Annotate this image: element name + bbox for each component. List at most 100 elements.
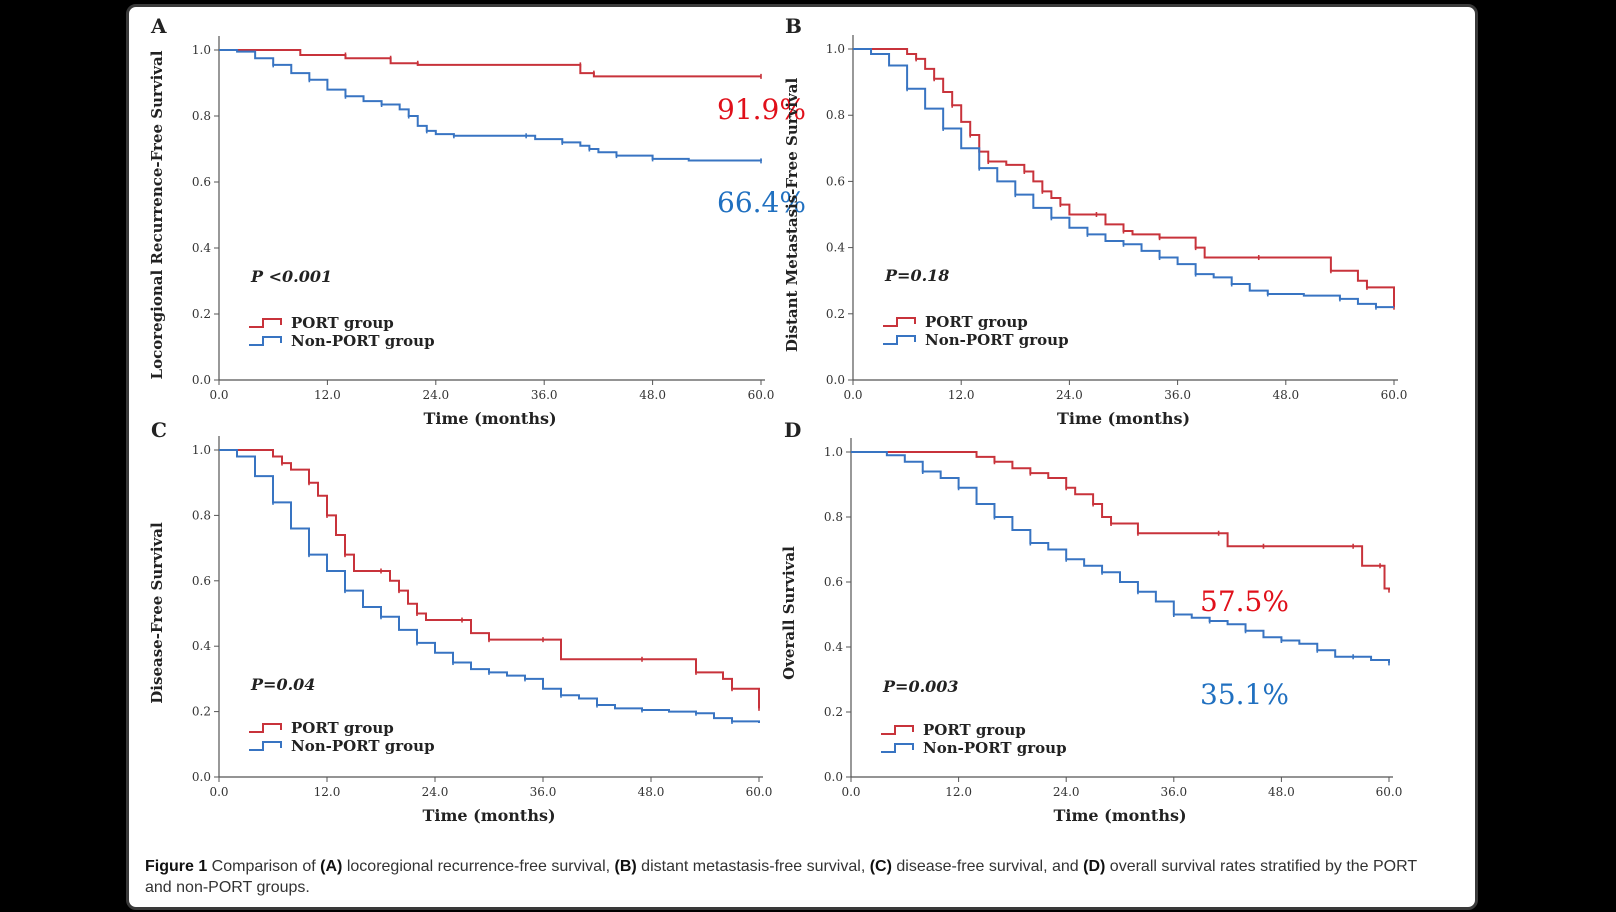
y-tick-label: 0.0 — [824, 770, 843, 784]
x-tick-label: 48.0 — [1268, 785, 1295, 799]
survival-rate-annotation: 35.1% — [1200, 678, 1289, 711]
y-tick-label: 0.8 — [192, 109, 211, 123]
caption-panel-ref: (B) — [614, 858, 637, 875]
x-tick-label: 12.0 — [945, 785, 972, 799]
caption-panel-ref: (A) — [320, 858, 343, 875]
figure-caption: Figure 1 Comparison of (A) locoregional … — [145, 856, 1435, 898]
x-tick-label: 0.0 — [209, 388, 228, 402]
caption-panel-ref: (C) — [869, 858, 892, 875]
legend-label: Non-PORT group — [923, 739, 1067, 757]
caption-panel-ref: (D) — [1083, 858, 1106, 875]
x-tick-label: 0.0 — [841, 785, 860, 799]
x-tick-label: 24.0 — [422, 388, 449, 402]
x-tick-label: 48.0 — [638, 785, 665, 799]
y-tick-label: 0.6 — [824, 575, 843, 589]
panel-letter: D — [784, 418, 801, 442]
x-tick-label: 0.0 — [209, 785, 228, 799]
chart-panel-a: A 0.0 0.2 0.4 0.6 0.8 1.0 0.0 12.0 24.0 36.0 48.0 60… — [148, 14, 806, 428]
x-axis-label: Time (months) — [1053, 806, 1186, 825]
x-tick-label: 60.0 — [748, 388, 775, 402]
nonport-survival-curve — [851, 451, 1390, 663]
y-tick-label: 0.4 — [826, 241, 845, 255]
y-tick-label: 0.4 — [192, 241, 211, 255]
x-tick-label: 48.0 — [639, 388, 666, 402]
y-tick-label: 0.2 — [826, 307, 845, 321]
x-tick-label: 24.0 — [422, 785, 449, 799]
y-tick-label: 0.6 — [192, 175, 211, 189]
caption-label: Figure 1 — [145, 858, 208, 875]
x-tick-label: 0.0 — [843, 388, 862, 402]
y-tick-label: 0.8 — [826, 108, 845, 122]
x-tick-label: 60.0 — [1376, 785, 1403, 799]
caption-text: Comparison of (A) locoregional recurrenc… — [145, 858, 1417, 896]
legend-port-swatch — [249, 318, 282, 328]
chart-panel-b: B 0.0 0.2 0.4 0.6 0.8 1.0 0.0 12.0 24.0 36.0 48.0 60… — [783, 14, 1407, 428]
chart-panel-c: C 0.0 0.2 0.4 0.6 0.8 1.0 0.0 12.0 24.0 36.0 48.0 60… — [148, 418, 772, 825]
x-axis-label: Time (months) — [423, 409, 556, 428]
legend-label: PORT group — [291, 719, 394, 737]
survival-rate-annotation: 57.5% — [1200, 585, 1289, 618]
y-tick-label: 0.6 — [826, 174, 845, 188]
legend-port-swatch — [883, 317, 916, 327]
y-tick-label: 1.0 — [824, 445, 843, 459]
legend-nonport-swatch — [249, 336, 282, 346]
legend-label: Non-PORT group — [925, 331, 1069, 349]
y-tick-label: 0.8 — [192, 508, 211, 522]
x-axis-label: Time (months) — [1057, 409, 1190, 428]
x-tick-label: 60.0 — [746, 785, 773, 799]
x-axis-label: Time (months) — [422, 806, 555, 825]
port-survival-curve — [219, 449, 760, 709]
legend-nonport-swatch — [883, 335, 916, 345]
y-tick-label: 0.2 — [824, 705, 843, 719]
p-value-label: P=0.04 — [250, 675, 315, 694]
x-tick-label: 36.0 — [531, 388, 558, 402]
panel-letter: B — [785, 14, 802, 38]
caption-fragment: distant metastasis-free survival, — [636, 858, 870, 875]
legend-port-swatch — [881, 725, 914, 735]
panel-letter: C — [151, 418, 167, 442]
figure-panel: A 0.0 0.2 0.4 0.6 0.8 1.0 0.0 12.0 24.0 36.0 48.0 60… — [126, 4, 1478, 910]
y-tick-label: 0.0 — [192, 770, 211, 784]
nonport-survival-curve — [219, 449, 760, 724]
y-tick-label: 0.2 — [192, 705, 211, 719]
y-axis-label: Disease-Free Survival — [148, 522, 166, 704]
x-tick-label: 12.0 — [314, 785, 341, 799]
caption-fragment: locoregional recurrence-free survival, — [342, 858, 615, 875]
nonport-survival-curve — [219, 49, 762, 162]
y-tick-label: 1.0 — [192, 43, 211, 57]
chart-panel-d: D 0.0 0.2 0.4 0.6 0.8 1.0 0.0 12.0 24.0 36.0 48.0 60… — [780, 418, 1402, 825]
p-value-label: P=0.003 — [882, 677, 959, 696]
caption-fragment: overall survival rates stratified by the… — [145, 858, 1417, 896]
port-survival-curve — [851, 451, 1390, 591]
p-value-label: P=0.18 — [884, 266, 949, 285]
y-tick-label: 0.2 — [192, 307, 211, 321]
legend-label: PORT group — [923, 721, 1026, 739]
y-tick-label: 0.0 — [192, 373, 211, 387]
legend-port-swatch — [249, 723, 282, 733]
y-axis-label: Distant Metastasis-Free Survival — [783, 78, 801, 353]
panel-letter: A — [150, 14, 167, 38]
legend-label: Non-PORT group — [291, 737, 435, 755]
y-tick-label: 1.0 — [192, 443, 211, 457]
x-tick-label: 60.0 — [1381, 388, 1408, 402]
x-tick-label: 36.0 — [1164, 388, 1191, 402]
x-tick-label: 12.0 — [314, 388, 341, 402]
y-tick-label: 0.0 — [826, 373, 845, 387]
x-tick-label: 24.0 — [1056, 388, 1083, 402]
legend-nonport-swatch — [881, 743, 914, 753]
x-tick-label: 12.0 — [948, 388, 975, 402]
caption-fragment: disease-free survival, and — [891, 858, 1084, 875]
legend-label: Non-PORT group — [291, 332, 435, 350]
legend-nonport-swatch — [249, 741, 282, 751]
y-axis-label: Locoregional Recurrence-Free Survival — [148, 50, 166, 379]
y-tick-label: 0.8 — [824, 510, 843, 524]
legend-label: PORT group — [291, 314, 394, 332]
y-axis-label: Overall Survival — [780, 546, 798, 680]
survival-figure: A 0.0 0.2 0.4 0.6 0.8 1.0 0.0 12.0 24.0 36.0 48.0 60… — [148, 14, 1407, 825]
y-tick-label: 0.4 — [824, 640, 843, 654]
x-tick-label: 48.0 — [1272, 388, 1299, 402]
x-tick-label: 36.0 — [530, 785, 557, 799]
x-tick-label: 36.0 — [1160, 785, 1187, 799]
y-tick-label: 0.6 — [192, 574, 211, 588]
